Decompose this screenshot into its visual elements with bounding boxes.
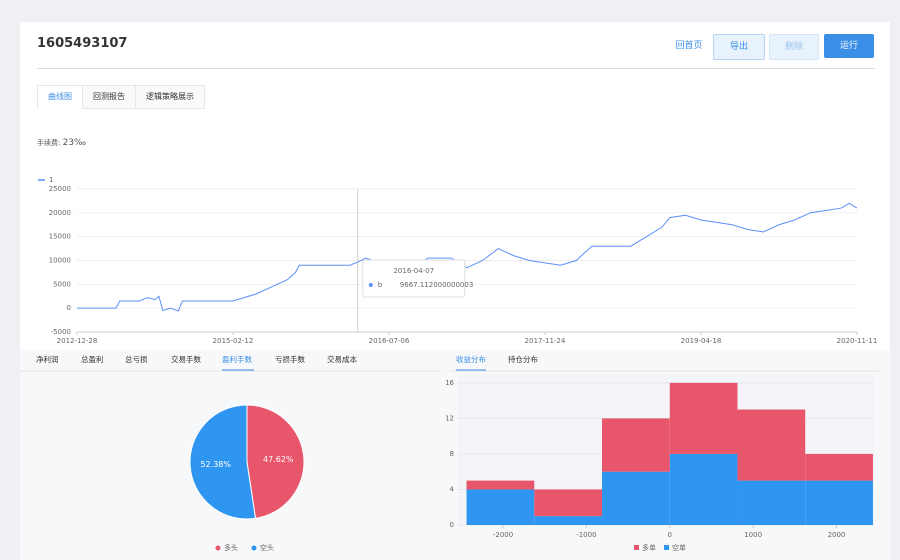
bar xyxy=(805,480,873,525)
dist-tab[interactable]: 持仓分布 xyxy=(508,354,538,364)
bar xyxy=(805,453,873,481)
run-button[interactable]: 运行 xyxy=(824,34,874,58)
x-tick-label: 2016-07-06 xyxy=(369,337,410,345)
x-tick-label: 1000 xyxy=(744,531,762,539)
x-tick-label: 2000 xyxy=(828,531,846,539)
legend-label: 1 xyxy=(49,176,53,184)
pie-slice xyxy=(246,404,305,519)
bar xyxy=(602,418,670,472)
legend-label: 空头 xyxy=(260,543,274,552)
divider xyxy=(37,68,875,69)
y-tick-label: 12 xyxy=(445,414,454,422)
stat-tab[interactable]: 净利润 xyxy=(36,354,59,364)
y-tick-label: 5000 xyxy=(53,280,71,288)
stat-tab[interactable]: 总盈利 xyxy=(81,354,104,364)
slice-label: 52.38% xyxy=(200,460,231,469)
bar xyxy=(669,453,738,525)
delete-button[interactable]: 删除 xyxy=(769,34,819,60)
legend-label: 空单 xyxy=(672,543,686,552)
fee: 手续费: 23‰ xyxy=(37,138,86,148)
stat-tab[interactable]: 总亏损 xyxy=(125,354,148,364)
x-tick-label: 2020-11-11 xyxy=(837,337,878,345)
stat-tab[interactable]: 交易成本 xyxy=(327,354,357,364)
strategy-id: 1605493107 xyxy=(37,36,128,51)
x-tick-label: 2012-12-28 xyxy=(57,337,98,345)
pie-slice xyxy=(189,404,257,520)
tooltip-dot xyxy=(368,283,373,287)
y-tick-label: 4 xyxy=(450,485,455,493)
y-tick-label: 10000 xyxy=(49,257,71,265)
home-button[interactable]: 回首页 xyxy=(675,41,703,51)
x-tick-label: 2019-04-18 xyxy=(681,337,722,345)
y-tick-label: 15000 xyxy=(49,233,71,241)
y-tick-label: 0 xyxy=(450,521,454,529)
x-tick-label: 2015-02-12 xyxy=(213,337,254,345)
line xyxy=(77,202,858,312)
x-tick-label: 2017-11-24 xyxy=(525,337,566,345)
tooltip-series: b xyxy=(378,281,383,289)
x-tick-label: 0 xyxy=(668,531,672,539)
bar xyxy=(737,480,806,525)
legend-swatch xyxy=(634,545,639,550)
bar xyxy=(602,471,670,525)
bar xyxy=(534,489,603,517)
y-tick-label: 25000 xyxy=(49,185,71,193)
legend-dot xyxy=(251,545,257,551)
x-tick-label: -1000 xyxy=(576,531,596,539)
x-tick-label: -2000 xyxy=(493,531,513,539)
legend-swatch xyxy=(664,545,669,550)
legend-label: 多单 xyxy=(642,543,656,552)
tooltip-value: 9667.112000000003 xyxy=(400,281,473,289)
stat-tab[interactable]: 亏损手数 xyxy=(275,354,305,364)
y-tick-label: 16 xyxy=(445,379,454,387)
y-tick-label: 20000 xyxy=(49,209,71,217)
export-button[interactable]: 导出 xyxy=(713,34,765,60)
tooltip-date: 2016-04-07 xyxy=(393,267,434,275)
y-tick-label: 8 xyxy=(450,450,454,458)
bar xyxy=(534,516,603,525)
bar xyxy=(466,489,535,525)
fee-label: 手续费: xyxy=(37,139,61,147)
legend-dot xyxy=(215,545,221,551)
legend-label: 多头 xyxy=(224,543,238,552)
tooltip xyxy=(362,259,466,298)
fee-value: 23‰ xyxy=(62,138,87,148)
stat-tab[interactable]: 交易手数 xyxy=(171,354,201,364)
y-tick-label: 0 xyxy=(67,304,71,312)
bar xyxy=(466,480,535,490)
y-tick-label: -5000 xyxy=(51,328,71,336)
bar xyxy=(669,382,738,454)
bar xyxy=(737,409,806,481)
slice-label: 47.62% xyxy=(263,455,294,464)
dist-tab[interactable]: 收益分布 xyxy=(456,354,486,364)
stat-tab[interactable]: 盈利手数 xyxy=(222,354,252,364)
tab[interactable]: 逻辑策略展示 xyxy=(135,85,205,109)
